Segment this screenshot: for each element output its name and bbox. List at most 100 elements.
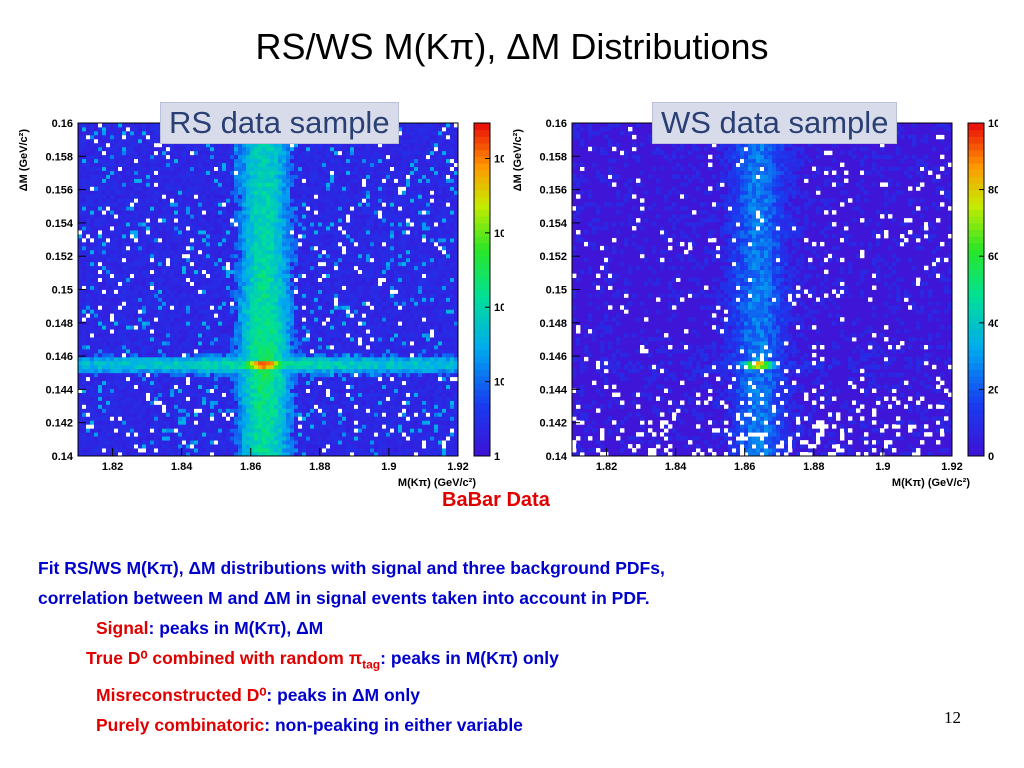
heatmap-cell [190,210,195,215]
heatmap-cell [278,376,283,382]
heatmap-cell [190,337,195,342]
heatmap-cell [290,329,295,334]
heatmap-cell [250,182,255,187]
heatmap-cell [142,218,147,223]
heatmap-cell [250,269,255,275]
heatmap-cell [234,273,239,279]
heatmap-cell [110,384,115,390]
heatmap-cell [286,142,291,148]
heatmap-cell [130,249,135,255]
heatmap-cell [234,404,239,409]
heatmap-cell [130,440,135,445]
heatmap-cell [210,432,215,437]
heatmap-cell [170,368,175,374]
heatmap-cell [230,384,235,390]
heatmap-cell [98,150,103,156]
heatmap-cell [186,206,191,211]
heatmap-cell [98,249,103,255]
heatmap-cell [302,249,307,255]
heatmap-cell [234,348,239,354]
heatmap-cell [218,376,223,382]
heatmap-cell [222,345,227,350]
heatmap-cell [258,210,263,215]
heatmap-cell [106,134,111,140]
heatmap-cell [110,138,115,144]
heatmap-cell [106,158,111,164]
heatmap-cell [130,218,135,223]
heatmap-cell [274,348,279,354]
heatmap-cell [206,285,211,290]
heatmap-cell [178,226,183,231]
heatmap-cell [90,123,95,128]
heatmap-cell [310,341,315,346]
heatmap-cell [86,198,91,203]
heatmap-cell [114,420,119,425]
heatmap-cell [158,388,163,393]
heatmap-cell [206,230,211,235]
heatmap-cell [294,408,299,413]
heatmap-cell [146,123,151,128]
heatmap-cell [250,261,255,267]
heatmap-cell [210,241,215,247]
heatmap-cell [282,249,287,255]
heatmap-cell [278,202,283,207]
heatmap-cell [266,289,271,294]
heatmap-cell [78,182,83,187]
heatmap-cell [182,273,187,279]
heatmap-cell [158,285,163,290]
heatmap-cell [114,162,119,168]
heatmap-cell [286,257,291,263]
heatmap-cell [114,384,119,390]
heatmap-cell [102,408,107,413]
heatmap-cell [234,376,239,382]
heatmap-cell [198,360,203,366]
heatmap-cell [258,416,263,421]
heatmap-cell [310,376,315,382]
heatmap-cell [98,230,103,235]
heatmap-cell [250,162,255,168]
heatmap-cell [270,333,275,338]
heatmap-cell [150,412,155,417]
heatmap-cell [166,345,171,350]
heatmap-cell [274,222,279,227]
heatmap-cell [182,432,187,437]
heatmap-cell [194,186,199,191]
heatmap-cell [234,297,239,302]
heatmap-cell [166,384,171,390]
heatmap-cell [298,261,303,267]
heatmap-cell [302,182,307,187]
heatmap-cell [130,170,135,175]
heatmap-cell [290,166,295,171]
heatmap-cell [218,388,223,393]
heatmap-cell [250,206,255,211]
heatmap-cell [290,257,295,263]
heatmap-cell [138,289,143,294]
heatmap-cell [238,230,243,235]
heatmap-cell [126,186,131,191]
heatmap-cell [190,249,195,255]
heatmap-cell [274,182,279,187]
heatmap-cell [98,356,103,362]
heatmap-cell [154,146,159,152]
heatmap-cell [282,412,287,417]
heatmap-cell [134,170,139,175]
heatmap-cell [302,440,307,445]
heatmap-cell [202,436,207,441]
heatmap-cell [182,293,187,298]
heatmap-cell [230,420,235,425]
heatmap-cell [158,241,163,247]
heatmap-cell [102,285,107,290]
heatmap-cell [90,265,95,271]
heatmap-cell [310,325,315,330]
heatmap-cell [254,241,259,247]
heatmap-cell [242,158,247,164]
heatmap-cell [298,245,303,251]
heatmap-cell [198,174,203,179]
heatmap-cell [234,186,239,191]
heatmap-cell [166,226,171,231]
heatmap-cell [86,388,91,393]
heatmap-cell [78,360,83,366]
heatmap-cell [206,432,211,437]
heatmap-cell [286,416,291,421]
heatmap-cell [282,150,287,156]
